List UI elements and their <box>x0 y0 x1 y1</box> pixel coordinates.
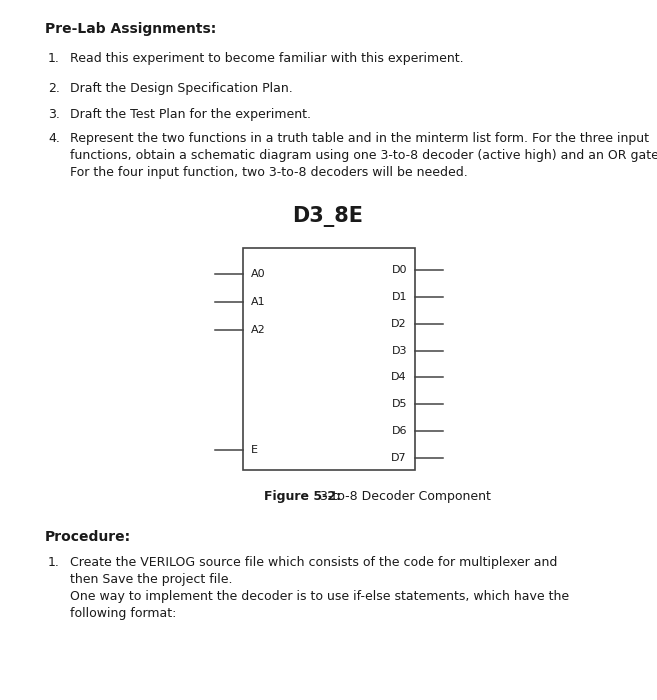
Text: D6: D6 <box>392 426 407 436</box>
Text: 1.: 1. <box>48 556 60 569</box>
Text: Pre-Lab Assignments:: Pre-Lab Assignments: <box>45 22 216 36</box>
Text: 1.: 1. <box>48 52 60 65</box>
Text: 2.: 2. <box>48 82 60 95</box>
Text: D2: D2 <box>392 318 407 329</box>
Text: D4: D4 <box>392 372 407 382</box>
Text: 3.: 3. <box>48 108 60 121</box>
Text: D7: D7 <box>392 453 407 463</box>
Text: Procedure:: Procedure: <box>45 530 131 544</box>
Text: 4.: 4. <box>48 132 60 145</box>
Text: Draft the Test Plan for the experiment.: Draft the Test Plan for the experiment. <box>70 108 311 121</box>
Text: D3: D3 <box>392 346 407 356</box>
Text: A1: A1 <box>251 297 265 307</box>
Text: Read this experiment to become familiar with this experiment.: Read this experiment to become familiar … <box>70 52 464 65</box>
Bar <box>243 248 415 470</box>
Text: D0: D0 <box>392 265 407 275</box>
Text: A0: A0 <box>251 269 265 279</box>
Text: Create the VERILOG source file which consists of the code for multiplexer and
th: Create the VERILOG source file which con… <box>70 556 569 620</box>
Text: E: E <box>251 445 258 455</box>
Text: Figure 5-2:: Figure 5-2: <box>264 490 341 503</box>
Text: D1: D1 <box>392 292 407 302</box>
Text: 3-to-8 Decoder Component: 3-to-8 Decoder Component <box>316 490 491 503</box>
Text: D3_8E: D3_8E <box>292 206 363 227</box>
Text: Draft the Design Specification Plan.: Draft the Design Specification Plan. <box>70 82 293 95</box>
Text: D5: D5 <box>392 399 407 409</box>
Text: Represent the two functions in a truth table and in the minterm list form. For t: Represent the two functions in a truth t… <box>70 132 657 179</box>
Text: A2: A2 <box>251 325 265 335</box>
